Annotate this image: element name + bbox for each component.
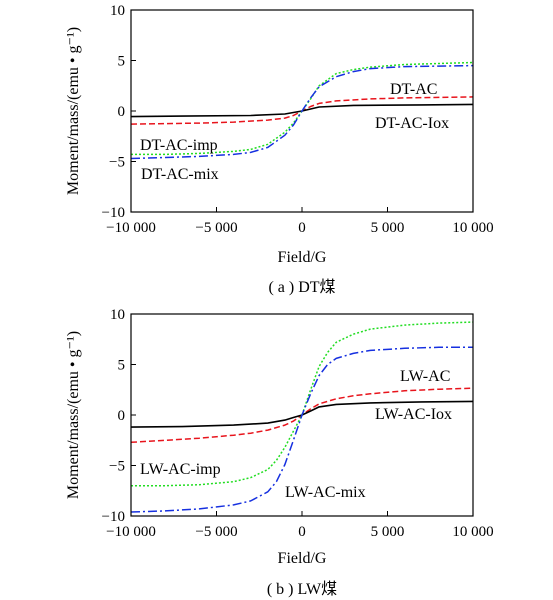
x-tick-label-a: −5 000 bbox=[195, 220, 237, 236]
panel-a: −10 000 −5 000 0 5 000 10 000 −10 −5 0 5 10 DT-AC… bbox=[65, 3, 494, 296]
label-dt-ac: DT-AC bbox=[390, 81, 437, 98]
y-tick-label-b: 5 bbox=[118, 358, 126, 374]
y-tick-label-a: −5 bbox=[109, 155, 125, 171]
y-tick-label-a: 5 bbox=[118, 54, 126, 70]
y-tick-label-a: −10 bbox=[102, 205, 125, 221]
y-tick-label-a: 10 bbox=[110, 3, 125, 19]
y-tick-label-b: −10 bbox=[102, 509, 125, 525]
y-tick-label-b: −5 bbox=[109, 459, 125, 475]
panel-b: −10 000 −5 000 0 5 000 10 000 −10 −5 0 5 10 LW-AC… bbox=[65, 307, 494, 598]
series-line-lw-ac-imp bbox=[131, 321, 474, 487]
y-tick-label-a: 0 bbox=[118, 104, 126, 120]
plot-a-marks: −10 000 −5 000 0 5 000 10 000 −10 −5 0 5 10 bbox=[102, 3, 494, 236]
x-tick-label-b: −10 000 bbox=[106, 524, 156, 540]
y-axis-label-b: Moment/mass/(emu • g⁻¹) bbox=[65, 331, 82, 499]
y-axis-label-a: Moment/mass/(emu • g⁻¹) bbox=[65, 27, 82, 195]
y-tick-label-b: 10 bbox=[110, 307, 125, 323]
x-tick-label-b: −5 000 bbox=[195, 524, 237, 540]
x-axis-label-a: Field/G bbox=[278, 249, 327, 266]
plot-a-frame bbox=[130, 9, 474, 213]
label-lw-ac-mix: LW-AC-mix bbox=[285, 484, 366, 501]
x-tick-label-a: −10 000 bbox=[106, 220, 156, 236]
x-tick-label-a: 5 000 bbox=[371, 220, 405, 236]
label-dt-ac-iox: DT-AC-Iox bbox=[375, 115, 449, 132]
series-line-dt-ac-mix bbox=[130, 64, 474, 160]
plot-b-frame bbox=[130, 313, 474, 517]
plot-b-marks: −10 000 −5 000 0 5 000 10 000 −10 −5 0 5 10 bbox=[102, 307, 494, 540]
y-tick-label-b: 0 bbox=[118, 408, 126, 424]
x-tick-label-a: 10 000 bbox=[452, 220, 493, 236]
caption-b: ( b ) LW煤 bbox=[267, 580, 337, 598]
series-line-lw-ac-mix bbox=[130, 346, 473, 513]
x-tick-label-b: 10 000 bbox=[452, 524, 493, 540]
label-dt-ac-imp: DT-AC-imp bbox=[140, 137, 218, 154]
x-tick-label-b: 5 000 bbox=[371, 524, 405, 540]
label-lw-ac-iox: LW-AC-Iox bbox=[375, 406, 452, 423]
label-lw-ac: LW-AC bbox=[400, 368, 450, 385]
x-axis-label-b: Field/G bbox=[278, 550, 327, 567]
x-tick-label-b: 0 bbox=[298, 524, 306, 540]
label-dt-ac-mix: DT-AC-mix bbox=[141, 166, 219, 183]
x-tick-label-a: 0 bbox=[298, 220, 306, 236]
caption-a: ( a ) DT煤 bbox=[268, 278, 335, 296]
label-lw-ac-imp: LW-AC-imp bbox=[140, 461, 221, 478]
